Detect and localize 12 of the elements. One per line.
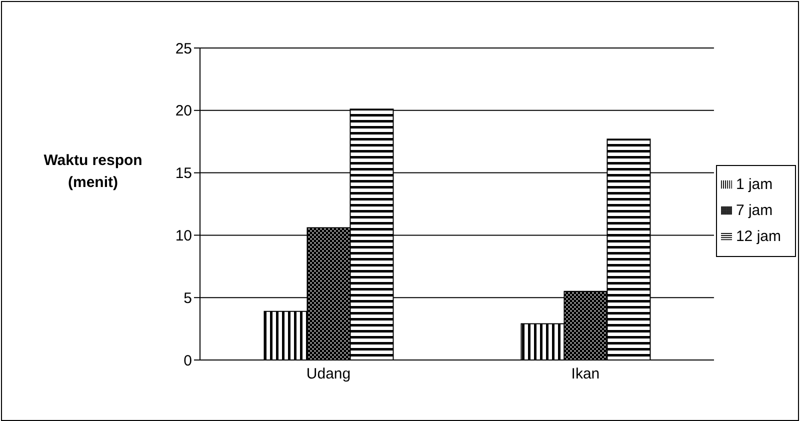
y-tick-label: 0: [184, 352, 192, 370]
legend-label: 12 jam: [736, 228, 781, 244]
y-tick-label: 20: [175, 102, 192, 120]
y-tick-label: 15: [175, 165, 192, 182]
y-tick-label: 25: [175, 40, 192, 58]
legend-label: 1 jam: [736, 176, 773, 192]
y-axis-title: Waktu respon (menit): [42, 151, 144, 193]
y-tick-label: 5: [184, 290, 192, 307]
x-tick-label: Ikan: [571, 366, 600, 383]
x-tick-label: Udang: [306, 366, 351, 383]
y-tick-label: 10: [175, 228, 192, 245]
legend-label: 7 jam: [736, 202, 773, 218]
